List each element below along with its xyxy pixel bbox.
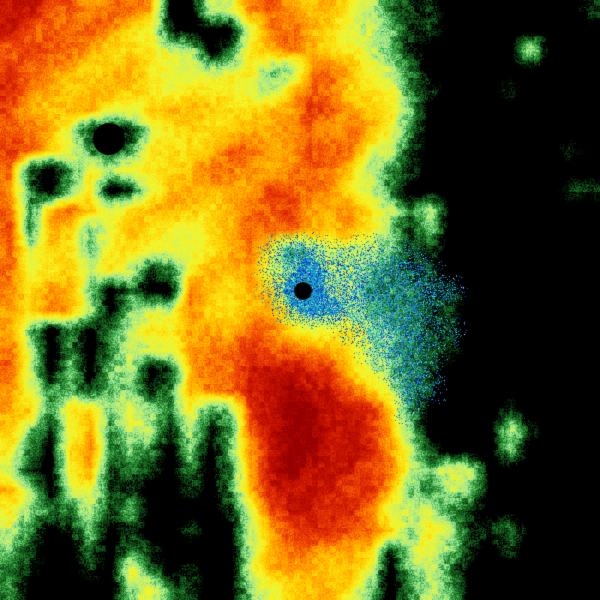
radar-viewport — [0, 0, 600, 600]
radar-reflectivity-image — [0, 0, 600, 600]
